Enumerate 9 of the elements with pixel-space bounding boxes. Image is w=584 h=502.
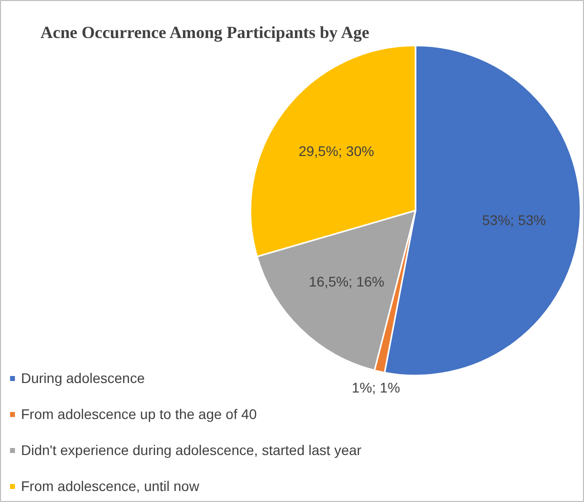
data-label: 29,5%; 30%	[298, 143, 374, 160]
legend-label: From adolescence up to the age of 40	[21, 406, 257, 422]
chart-title: Acne Occurrence Among Participants by Age	[40, 23, 370, 42]
data-label: 16,5%; 16%	[308, 274, 384, 290]
data-label: 1%; 1%	[352, 380, 400, 396]
legend-label: From adolescence, until now	[21, 478, 200, 494]
data-label: 53%; 53%	[482, 212, 546, 228]
legend-label: During adolescence	[21, 370, 145, 386]
legend-label: Didn't experience during adolescence, started last year	[21, 442, 362, 458]
